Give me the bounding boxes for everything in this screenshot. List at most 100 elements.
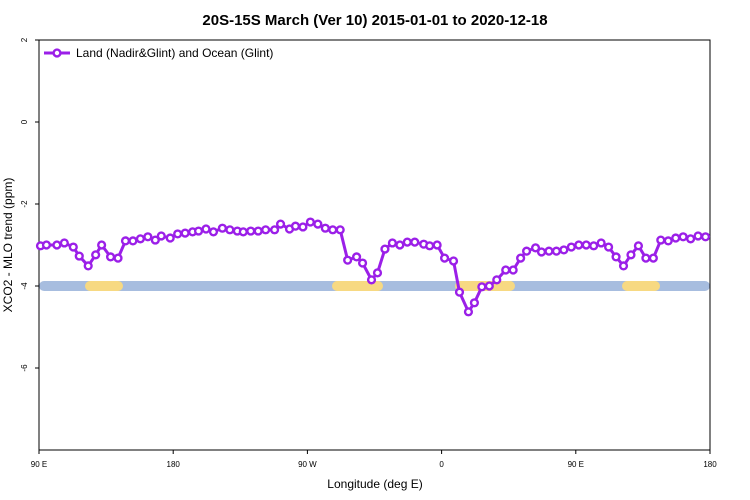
data-point	[611, 252, 621, 262]
data-point	[596, 238, 606, 248]
x-tick-label: 180	[167, 460, 181, 469]
data-point	[208, 227, 219, 237]
data-point	[648, 253, 658, 263]
data-point	[516, 253, 526, 263]
data-point	[663, 236, 673, 246]
data-point	[113, 253, 123, 263]
y-tick-label: -2	[20, 200, 29, 208]
data-point	[463, 307, 474, 317]
data-point	[120, 236, 131, 246]
data-point	[193, 226, 204, 236]
data-point	[246, 226, 256, 236]
y-axis-label: XCO2 - MLO trend (ppm)	[1, 178, 15, 313]
data-point	[410, 237, 420, 247]
y-tick-label: -6	[20, 364, 29, 372]
x-tick-label: 90 E	[31, 460, 47, 469]
data-point	[492, 275, 502, 285]
data-point	[52, 240, 62, 250]
data-point	[589, 241, 599, 251]
data-point	[686, 234, 696, 244]
data-point	[521, 246, 532, 256]
data-point	[604, 242, 614, 252]
data-point	[150, 235, 160, 245]
data-point	[261, 225, 271, 235]
data-point	[269, 225, 280, 235]
data-point	[425, 241, 435, 251]
data-point	[448, 256, 459, 266]
y-tick-label: -4	[20, 282, 29, 290]
data-point	[508, 265, 518, 275]
data-point	[633, 241, 644, 251]
data-point	[469, 298, 480, 308]
data-point	[357, 258, 368, 268]
data-point	[97, 240, 107, 250]
data-point	[59, 238, 69, 248]
data-point	[551, 246, 562, 256]
data-point	[173, 229, 183, 239]
data-point	[238, 227, 248, 237]
data-point	[91, 250, 101, 260]
data-point	[253, 226, 263, 236]
data-point	[298, 222, 308, 232]
land-band	[85, 281, 123, 291]
data-point	[544, 246, 554, 256]
data-point	[402, 237, 412, 247]
data-point	[343, 255, 353, 265]
data-point	[275, 219, 286, 229]
data-point	[574, 240, 584, 250]
data-point	[387, 238, 397, 248]
data-point	[128, 236, 138, 246]
data-point	[352, 252, 362, 262]
data-point	[656, 235, 666, 245]
x-tick-label: 90 E	[568, 460, 584, 469]
y-tick-label: 2	[20, 37, 29, 42]
data-point	[693, 231, 703, 241]
data-point	[305, 217, 315, 227]
data-point	[201, 224, 211, 234]
legend-label: Land (Nadir&Glint) and Ocean (Glint)	[76, 46, 273, 60]
data-point	[671, 233, 681, 243]
data-point	[618, 261, 629, 271]
data-point	[366, 275, 377, 285]
data-point	[395, 240, 405, 250]
data-point	[559, 245, 569, 255]
x-tick-label: 180	[703, 460, 717, 469]
data-point	[105, 252, 116, 262]
data-point	[41, 240, 52, 250]
data-point	[328, 225, 338, 235]
data-point	[313, 219, 323, 229]
data-point	[501, 265, 511, 275]
chart-title: 20S-15S March (Ver 10) 2015-01-01 to 202…	[202, 12, 547, 29]
data-point	[180, 228, 190, 238]
x-tick-label: 0	[439, 460, 444, 469]
data-point	[156, 231, 166, 241]
data-point	[335, 225, 345, 235]
land-band	[622, 281, 660, 291]
data-point	[581, 240, 591, 250]
legend-marker	[52, 48, 62, 58]
data-point	[380, 244, 390, 254]
data-point	[641, 253, 651, 263]
data-point	[372, 268, 383, 278]
x-axis-label: Longitude (deg E)	[327, 477, 422, 491]
data-point	[320, 223, 330, 233]
data-point	[530, 243, 541, 253]
data-point	[432, 240, 442, 250]
x-tick-label: 90 W	[298, 460, 317, 469]
data-point	[143, 232, 153, 242]
data-point	[83, 261, 93, 271]
data-point	[439, 253, 450, 263]
data-point	[700, 232, 711, 242]
data-point	[135, 234, 145, 244]
data-point	[290, 221, 301, 231]
data-point	[165, 233, 175, 243]
land-band	[332, 281, 383, 291]
data-point	[626, 250, 636, 260]
data-point	[217, 223, 228, 233]
data-point	[566, 242, 576, 252]
data-point	[678, 232, 688, 242]
data-point	[454, 287, 465, 297]
data-point	[477, 282, 487, 292]
data-point	[74, 251, 84, 261]
